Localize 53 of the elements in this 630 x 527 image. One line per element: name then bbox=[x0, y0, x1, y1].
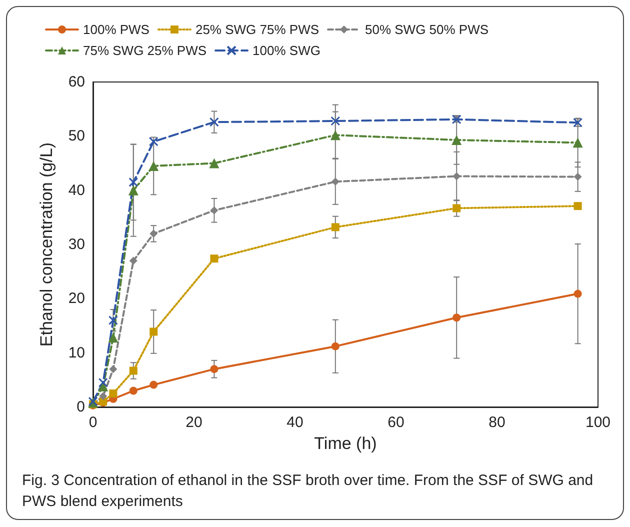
y-tick-label: 50 bbox=[68, 128, 85, 145]
point bbox=[331, 342, 340, 350]
point bbox=[109, 365, 118, 374]
point bbox=[209, 158, 220, 168]
point bbox=[452, 204, 461, 212]
x-tick-label: 20 bbox=[186, 414, 202, 431]
x-tick-label: 80 bbox=[488, 414, 506, 431]
point bbox=[330, 116, 340, 126]
y-tick-label: 40 bbox=[68, 182, 85, 199]
x-tick-label: 0 bbox=[88, 414, 98, 431]
x-axis-title: Time (h) bbox=[314, 434, 377, 453]
point bbox=[210, 365, 218, 374]
x-tick-label: 60 bbox=[388, 414, 404, 431]
y-tick-label: 0 bbox=[76, 398, 85, 416]
y-tick-label: 20 bbox=[68, 290, 85, 308]
legend-label: 100% SWG bbox=[252, 43, 320, 58]
point bbox=[150, 230, 158, 238]
point bbox=[129, 366, 138, 375]
point bbox=[574, 172, 582, 181]
legend-label: 100% PWS bbox=[83, 22, 150, 37]
point bbox=[129, 256, 138, 265]
point bbox=[129, 386, 138, 395]
point bbox=[572, 138, 583, 148]
point bbox=[331, 178, 340, 186]
caption: Fig. 3 Concentration of ethanol in the SSF broth over time. From the SSF of SWG and PWS blend experiments bbox=[22, 471, 594, 512]
point bbox=[574, 202, 582, 210]
point bbox=[209, 117, 219, 127]
point bbox=[330, 130, 340, 140]
point bbox=[109, 389, 118, 398]
point bbox=[210, 254, 218, 263]
point bbox=[452, 314, 461, 322]
x-tick-label: 100 bbox=[585, 414, 611, 431]
point bbox=[99, 392, 108, 400]
legend-label: 50% SWG 50% PWS bbox=[365, 22, 489, 37]
point bbox=[210, 206, 218, 214]
y-tick-label: 10 bbox=[68, 344, 85, 362]
point bbox=[574, 290, 582, 298]
y-tick-label: 60 bbox=[68, 74, 85, 90]
point bbox=[108, 316, 118, 326]
point bbox=[128, 185, 138, 196]
legend-label: 25% SWG 75% PWS bbox=[195, 22, 320, 37]
y-axis-title: Ethanol concentration (g/L) bbox=[37, 142, 56, 347]
legend-label: 75% SWG 25% PWS bbox=[83, 43, 207, 58]
point bbox=[98, 378, 108, 388]
point bbox=[452, 134, 462, 145]
point bbox=[452, 172, 461, 180]
point bbox=[331, 223, 340, 232]
point bbox=[148, 160, 159, 171]
y-tick-label: 30 bbox=[68, 236, 85, 253]
point bbox=[128, 177, 138, 187]
x-tick-label: 40 bbox=[286, 414, 304, 431]
point bbox=[150, 380, 158, 389]
point bbox=[150, 328, 158, 336]
